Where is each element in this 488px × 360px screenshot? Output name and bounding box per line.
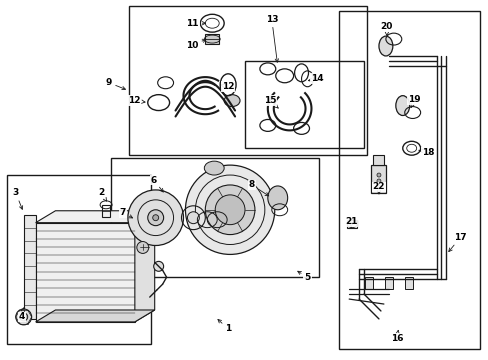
Bar [24, 215, 36, 319]
Circle shape [128, 190, 183, 246]
Text: 20: 20 [380, 22, 392, 35]
Circle shape [152, 215, 158, 221]
Polygon shape [36, 211, 154, 223]
Bar [384, 277, 392, 289]
Text: 21: 21 [344, 217, 357, 227]
Circle shape [215, 195, 244, 225]
Text: 1: 1 [218, 319, 231, 333]
Text: 5: 5 [297, 271, 310, 282]
Text: 10: 10 [186, 39, 205, 50]
Text: 8: 8 [248, 180, 268, 196]
Text: 12: 12 [127, 96, 145, 105]
Ellipse shape [267, 186, 287, 210]
Bar [7, 175, 150, 344]
Text: 3: 3 [13, 188, 22, 209]
Text: 4: 4 [19, 308, 25, 321]
Text: 18: 18 [418, 148, 434, 157]
Text: 19: 19 [407, 95, 420, 108]
Bar [372, 155, 383, 165]
Ellipse shape [204, 161, 224, 175]
Text: 6: 6 [150, 176, 163, 192]
Text: 7: 7 [120, 208, 132, 218]
Bar [102, 205, 110, 217]
Circle shape [376, 185, 380, 189]
Bar [404, 277, 412, 289]
Bar [339, 11, 479, 349]
Bar [111, 158, 319, 277]
Text: 9: 9 [105, 78, 125, 90]
Bar [244, 61, 364, 148]
Text: 22: 22 [372, 183, 385, 194]
Circle shape [376, 179, 380, 183]
Bar [205, 34, 219, 44]
Circle shape [185, 165, 274, 255]
Ellipse shape [224, 95, 240, 107]
Circle shape [153, 261, 163, 271]
Text: 17: 17 [448, 233, 466, 252]
Text: 15: 15 [263, 96, 278, 108]
Circle shape [16, 309, 32, 325]
Bar [365, 277, 372, 289]
Ellipse shape [378, 36, 392, 56]
Bar [346, 220, 356, 228]
Text: 12: 12 [221, 82, 234, 91]
Bar [370, 165, 385, 193]
Ellipse shape [395, 96, 409, 116]
Circle shape [147, 210, 163, 226]
Text: 13: 13 [265, 15, 278, 62]
Circle shape [376, 173, 380, 177]
Polygon shape [135, 211, 154, 322]
Text: 16: 16 [390, 330, 402, 343]
Text: 14: 14 [308, 74, 323, 83]
Circle shape [187, 212, 199, 224]
Bar [129, 6, 366, 155]
Circle shape [137, 242, 148, 253]
Polygon shape [36, 310, 154, 322]
Circle shape [20, 313, 28, 321]
Circle shape [205, 185, 254, 235]
Text: 11: 11 [186, 19, 205, 28]
Polygon shape [36, 223, 135, 322]
Text: 2: 2 [98, 188, 106, 201]
